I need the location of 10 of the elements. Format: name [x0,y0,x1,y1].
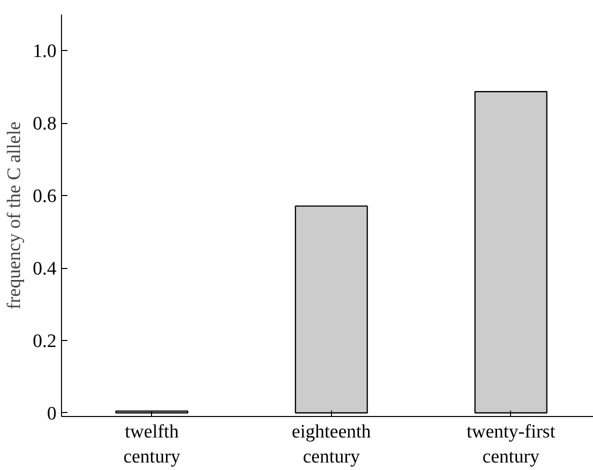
x-tick-label: twenty-first century [466,422,556,468]
y-tick-label: 0.2 [32,330,56,352]
x-tick-label: eighteenth century [292,422,372,468]
y-tick-label: 0 [47,403,56,424]
y-tick-label: 1.0 [32,41,56,62]
y-tick-label: 0.4 [32,258,57,280]
x-tick-label: twelfth century [123,422,181,468]
y-tick-label: 0.6 [32,186,56,208]
y-axis-title: frequency of the C allele [4,122,25,310]
y-tick-label: 0.8 [32,114,56,135]
